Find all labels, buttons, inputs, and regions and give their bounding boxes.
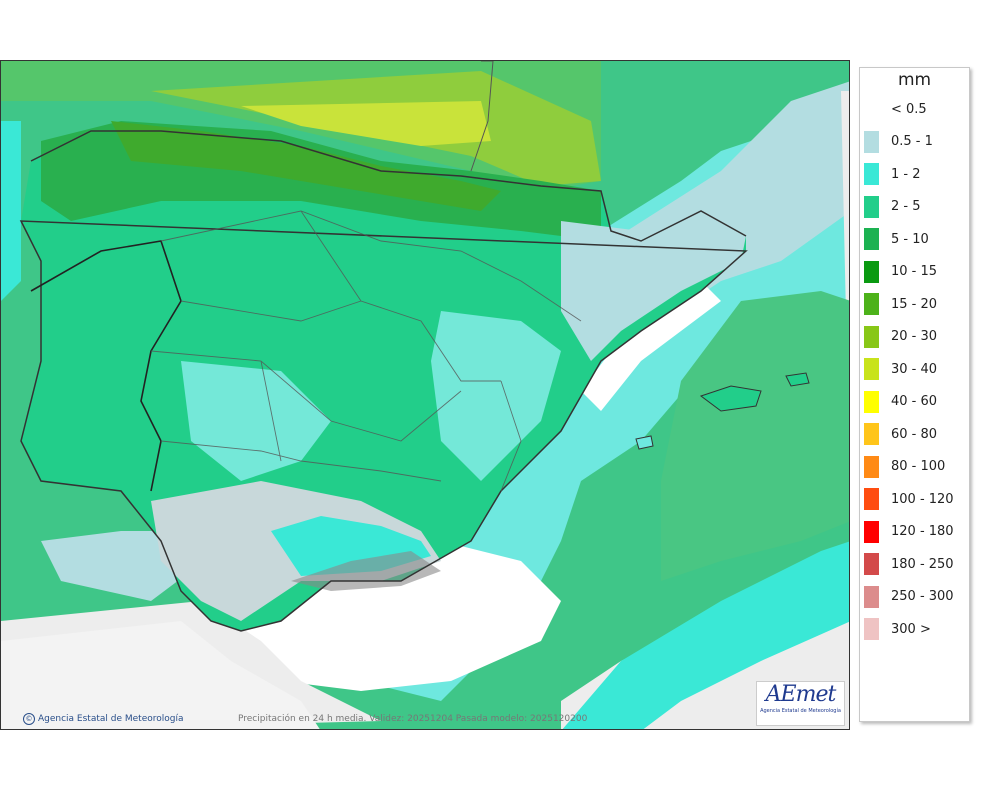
- legend-item: 0.5 - 1: [864, 130, 933, 153]
- legend-item: 100 - 120: [864, 488, 954, 510]
- legend-swatch: [864, 228, 879, 250]
- legend-swatch: [864, 520, 879, 543]
- legend-item: < 0.5: [864, 98, 927, 120]
- copyright-icon: ©: [23, 713, 35, 725]
- copyright-note: © Agencia Estatal de Meteorología: [23, 713, 184, 725]
- portugal-border: [30, 240, 182, 492]
- gulf-of-cadiz-field-0-5-1: [41, 531, 191, 601]
- legend-item: 30 - 40: [864, 358, 937, 380]
- legend-item: 10 - 15: [864, 260, 938, 283]
- legend-swatch: [864, 195, 879, 218]
- atlantic-field-1-2: [1, 121, 21, 301]
- legend-label: 10 - 15: [891, 264, 938, 279]
- legend-swatch: [864, 98, 879, 120]
- legend-swatch: [864, 130, 879, 153]
- legend-item: 5 - 10: [864, 228, 929, 250]
- legend-swatch: [864, 585, 879, 608]
- region-borders: [150, 210, 582, 492]
- legend-label: 30 - 40: [891, 361, 938, 377]
- logo-subtitle: Agencia Estatal de Meteorología: [760, 708, 841, 714]
- copyright-text: Agencia Estatal de Meteorología: [38, 714, 184, 724]
- valencia-gulf-dry-area: [581, 281, 721, 411]
- legend-item: 15 - 20: [864, 293, 937, 315]
- logo-mark: AEmet: [765, 682, 837, 707]
- menorca-island: [785, 372, 810, 387]
- legend-swatch: [864, 455, 879, 478]
- legend-swatch: [864, 293, 879, 315]
- sierra-nevada-relief: [291, 551, 441, 591]
- legend-label: 1 - 2: [891, 166, 921, 182]
- legend-item: 120 - 180: [864, 520, 954, 543]
- legend-swatch: [864, 423, 879, 445]
- legend-swatch: [864, 390, 879, 413]
- legend-label: 15 - 20: [891, 296, 938, 312]
- legend-label: 120 - 180: [891, 524, 954, 539]
- legend-swatch: [864, 260, 879, 283]
- legend-label: < 0.5: [891, 101, 927, 117]
- legend-swatch: [864, 553, 879, 575]
- legend-label: 80 - 100: [891, 459, 946, 474]
- legend-item: 250 - 300: [864, 585, 954, 608]
- legend-swatch: [864, 163, 879, 185]
- cantabrian-range-field-15-20: [111, 121, 501, 211]
- legend-item: 40 - 60: [864, 390, 938, 413]
- legend-label: 180 - 250: [891, 556, 954, 572]
- mallorca-island: [699, 385, 762, 412]
- legend-label: 5 - 10: [891, 231, 929, 247]
- legend-swatch: [864, 358, 879, 380]
- legend-swatch: [864, 488, 879, 510]
- legend-item: 60 - 80: [864, 423, 937, 445]
- legend-item: 1 - 2: [864, 163, 921, 185]
- legend-item: 180 - 250: [864, 553, 954, 575]
- east-field-1-2: [431, 311, 561, 481]
- legend-label: 20 - 30: [891, 329, 938, 344]
- precipitation-map: © Agencia Estatal de Meteorología Precip…: [0, 60, 850, 730]
- precipitation-legend: mm < 0.5 0.5 - 1 1 - 2 2 - 5 5 - 10 10 - 15 15…: [859, 67, 970, 722]
- legend-label: 2 - 5: [891, 199, 921, 214]
- southeast-field-1-2: [562, 541, 849, 729]
- ibiza-island: [635, 435, 654, 450]
- legend-item: 80 - 100: [864, 455, 946, 478]
- legend-item: 20 - 30: [864, 325, 938, 348]
- france-coast: [470, 61, 494, 172]
- aemet-logo: AEmet Agencia Estatal de Meteorología: [756, 681, 845, 726]
- southeast-dry-area: [561, 91, 849, 729]
- legend-label: 0.5 - 1: [891, 134, 933, 149]
- legend-swatch: [864, 325, 879, 348]
- balearic-sea-field-2-5: [661, 291, 849, 581]
- legend-label: 100 - 120: [891, 491, 954, 507]
- legend-label: 250 - 300: [891, 589, 954, 604]
- legend-label: 40 - 60: [891, 394, 938, 409]
- central-field-1-2: [181, 361, 331, 481]
- map-canvas: [1, 61, 849, 729]
- map-caption: Precipitación en 24 h media. Validez: 20…: [238, 714, 588, 724]
- legend-item: 2 - 5: [864, 195, 921, 218]
- legend-swatch: [864, 618, 879, 640]
- legend-label: 300 >: [891, 621, 931, 637]
- coastline: [19, 130, 748, 632]
- north-field-30-40: [241, 101, 491, 146]
- legend-title: mm: [897, 70, 932, 90]
- legend-label: 60 - 80: [891, 426, 938, 442]
- africa-land: [1, 621, 320, 729]
- legend-item: 300 >: [864, 618, 931, 640]
